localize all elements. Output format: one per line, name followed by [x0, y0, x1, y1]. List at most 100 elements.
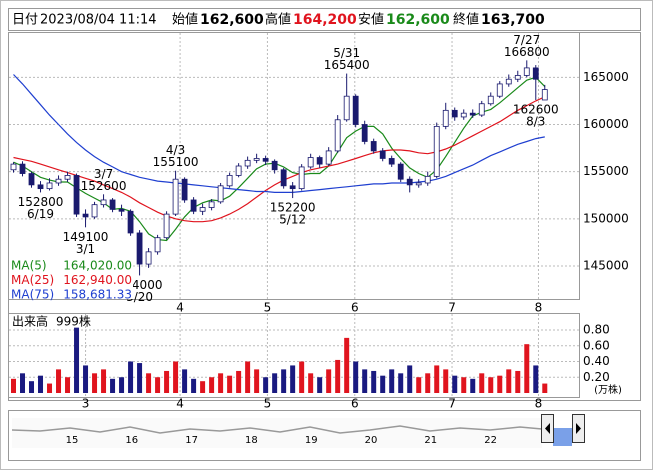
volume-bar [29, 381, 35, 393]
ma-line [13, 74, 545, 193]
candle-body [460, 112, 467, 118]
volume-bar [488, 377, 494, 393]
candle-body [280, 169, 287, 187]
candle-body [361, 124, 368, 142]
legend-value: 158,681.33 [63, 288, 132, 302]
x-tick-label: 5 [264, 301, 272, 315]
volume-bar [146, 373, 152, 393]
volume-bar [47, 383, 53, 393]
navigator-window[interactable] [553, 428, 572, 446]
arrow-right [576, 423, 581, 434]
volume-bar [83, 365, 89, 393]
volume-bar [281, 369, 287, 393]
volume-bar [56, 369, 62, 393]
annotation-date: 3/1 [76, 242, 95, 256]
legend-value: 162,940.00 [63, 273, 132, 287]
volume-bar [164, 370, 170, 393]
candle-body [127, 210, 134, 234]
volume-x-tick-label: 6 [351, 397, 359, 411]
volume-bar [191, 378, 197, 393]
candle-body [307, 157, 314, 168]
candle-body [19, 163, 26, 174]
volume-bar [290, 365, 296, 393]
ma-line [13, 96, 546, 223]
candle-body [289, 185, 296, 190]
candle-body [442, 109, 449, 127]
volume-bar [542, 383, 548, 393]
volume-bar [11, 378, 17, 393]
volume-bar [245, 361, 251, 393]
volume-bar [425, 373, 431, 393]
volume-bar [371, 370, 377, 393]
volume-bar [65, 377, 71, 393]
header-label: 日付 [12, 13, 38, 28]
volume-x-tick-label: 8 [535, 397, 543, 411]
volume-bar [137, 363, 143, 393]
candle-body [190, 199, 197, 212]
y-tick-label: 155000 [583, 164, 629, 178]
annotation-date: 4/3 [166, 143, 185, 157]
candle-body [352, 95, 359, 125]
volume-bar [74, 327, 80, 393]
volume-bar [173, 361, 179, 393]
volume-bar [389, 369, 395, 393]
annotation-price: 149100 [63, 230, 109, 244]
annotation-price: 155100 [153, 155, 199, 169]
legend-name: MA(5) [11, 259, 47, 273]
volume-bar [380, 375, 386, 393]
candle-body [118, 208, 125, 212]
navigator-label: 17 [185, 435, 198, 446]
volume-x-tick-label: 5 [264, 397, 272, 411]
volume-bar [515, 370, 521, 393]
x-tick-label: 4 [176, 301, 184, 315]
candle-body [397, 163, 404, 180]
volume-unit-note: 999株 [56, 314, 91, 329]
candle-body [10, 163, 17, 171]
candle-body [154, 237, 161, 253]
volume-bar [101, 369, 107, 393]
volume-bar [335, 359, 341, 393]
candle-body [388, 158, 395, 165]
arrow-left [545, 423, 550, 434]
candle-body [100, 199, 107, 206]
navigator-track [12, 418, 542, 448]
navigator-label: 21 [424, 435, 437, 446]
candle-body [172, 178, 179, 215]
header-datetime: 2023/08/04 11:14 [40, 13, 157, 28]
candle-body [298, 166, 305, 190]
candle-body [199, 207, 206, 212]
volume-title: 出来高 [12, 314, 48, 329]
header-field-value: 162,600 [200, 12, 264, 28]
annotation-date: 5/31 [333, 46, 360, 60]
volume-bar [182, 369, 188, 393]
candle-body [91, 204, 98, 218]
candle-body [325, 150, 332, 165]
annotation-date: 5/12 [279, 213, 306, 227]
candle-body [514, 75, 521, 80]
volume-bar [272, 373, 278, 393]
header-field-value: 164,200 [293, 12, 357, 28]
volume-bar [227, 375, 233, 393]
volume-bar [533, 365, 539, 393]
volume-bar [308, 373, 314, 393]
candle-body [46, 182, 53, 190]
candle-body [181, 178, 188, 201]
annotation-price: 165400 [324, 58, 370, 72]
volume-bar [443, 369, 449, 393]
candle-body [271, 160, 278, 171]
volume-bar [119, 377, 125, 393]
navigator-label: 19 [305, 435, 318, 446]
navigator-label: 18 [245, 435, 258, 446]
candle-body [496, 83, 503, 97]
volume-bar [110, 378, 116, 393]
volume-tick-label: 0.40 [583, 354, 610, 368]
volume-bar [506, 369, 512, 393]
candle-body [73, 175, 80, 215]
volume-bar [326, 369, 332, 393]
volume-bar [263, 377, 269, 393]
legend-name: MA(75) [11, 288, 54, 302]
candle-body [334, 119, 341, 152]
navigator: 15 16 17 18 19 20 21 22 [8, 410, 641, 461]
legend-name: MA(25) [11, 273, 54, 287]
candle-body [235, 165, 242, 176]
